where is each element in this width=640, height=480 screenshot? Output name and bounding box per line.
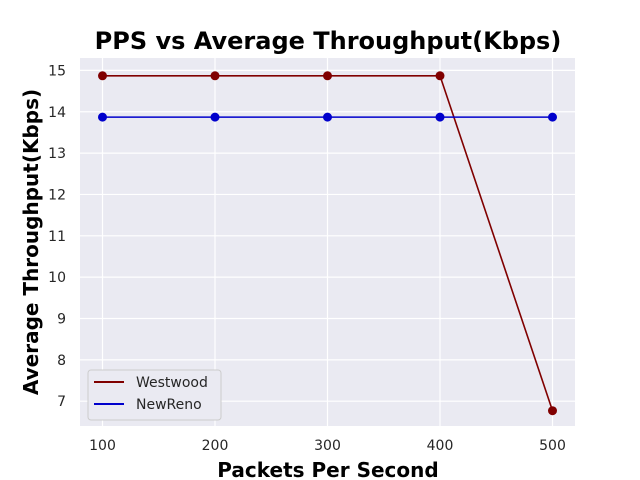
data-point-newreno [323, 112, 332, 122]
x-axis-label: Packets Per Second [217, 458, 438, 480]
data-point-newreno [435, 112, 445, 122]
data-point-westwood [435, 71, 445, 81]
y-tick-label: 8 [57, 353, 66, 369]
y-tick-label: 13 [48, 146, 66, 162]
x-tick-label: 100 [89, 438, 116, 454]
x-tick-label: 300 [314, 438, 341, 454]
x-tick-label: 500 [539, 438, 566, 454]
y-tick-label: 14 [48, 105, 66, 121]
chart-title: PPS vs Average Throughput(Kbps) [95, 27, 562, 55]
y-tick-label: 10 [48, 270, 66, 286]
y-tick-label: 12 [48, 187, 66, 203]
data-point-westwood [210, 71, 220, 81]
y-tick-label: 7 [57, 394, 66, 410]
legend-label-newreno: NewReno [136, 397, 202, 413]
x-tick-label: 400 [427, 438, 454, 454]
data-point-westwood [98, 71, 107, 81]
tick-labels: 100 200 300 400 500 7 8 9 10 11 12 13 14 15 [48, 63, 566, 454]
legend-label-westwood: Westwood [136, 375, 208, 391]
y-tick-label: 15 [48, 63, 66, 79]
x-tick-label: 200 [202, 438, 229, 454]
data-point-westwood [548, 406, 557, 416]
legend: Westwood NewReno [87, 369, 222, 421]
y-axis-label: Average Throughput(Kbps) [19, 89, 43, 395]
data-point-newreno [210, 112, 220, 122]
data-point-newreno [98, 112, 107, 122]
series-layer [98, 71, 557, 416]
y-tick-label: 11 [48, 229, 66, 245]
data-point-westwood [323, 71, 332, 81]
data-point-newreno [548, 112, 557, 122]
y-tick-label: 9 [57, 311, 66, 327]
